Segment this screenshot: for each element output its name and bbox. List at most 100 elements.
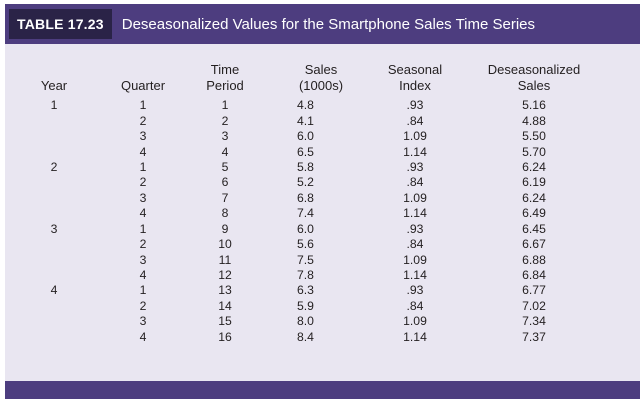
table-row: 2 2 4.1 .84 4.88 xyxy=(5,113,599,128)
cell-sales: 6.0 xyxy=(297,221,314,236)
cell-sales: 4.1 xyxy=(297,113,314,128)
cell-deseasonalized-sales: 5.50 xyxy=(522,129,546,144)
header-time-period: Time Period xyxy=(206,62,244,93)
cell-seasonal-index: 1.14 xyxy=(403,329,427,344)
header-sales: Sales (1000s) xyxy=(298,62,344,93)
cell-time-period: 1 xyxy=(221,98,229,113)
cell-seasonal-index: 1.09 xyxy=(403,190,427,205)
table-row: 2 10 5.6 .84 6.67 xyxy=(5,237,599,252)
cell-sales: 5.9 xyxy=(297,298,314,313)
table-row: 2 14 5.9 .84 7.02 xyxy=(5,299,599,314)
cell-sales: 5.2 xyxy=(297,175,314,190)
table-body-panel: Year Quarter Time Period Sales (1000s) Sea… xyxy=(5,44,640,381)
cell-sales: 6.5 xyxy=(297,144,314,159)
cell-quarter: 1 xyxy=(139,221,147,236)
cell-time-period: 9 xyxy=(221,221,229,236)
cell-time-period: 3 xyxy=(221,129,229,144)
cell-time-period: 16 xyxy=(218,329,232,344)
cell-quarter: 2 xyxy=(139,237,147,252)
cell-seasonal-index: 1.09 xyxy=(403,129,427,144)
cell-deseasonalized-sales: 6.24 xyxy=(522,159,546,174)
cell-time-period: 8 xyxy=(221,206,229,221)
cell-seasonal-index: .93 xyxy=(406,283,424,298)
cell-sales: 8.4 xyxy=(297,329,314,344)
cell-quarter: 3 xyxy=(139,314,147,329)
table-footer-bar xyxy=(5,381,640,399)
cell-seasonal-index: 1.09 xyxy=(403,314,427,329)
cell-quarter: 3 xyxy=(139,252,147,267)
cell-year xyxy=(5,299,103,314)
cell-seasonal-index: .93 xyxy=(406,159,424,174)
cell-quarter: 2 xyxy=(139,113,147,128)
cell-year xyxy=(5,191,103,206)
cell-deseasonalized-sales: 7.34 xyxy=(522,314,546,329)
cell-seasonal-index: .84 xyxy=(406,113,424,128)
cell-seasonal-index: .84 xyxy=(406,237,424,252)
header-year: Year xyxy=(40,78,68,93)
cell-year xyxy=(5,237,103,252)
cell-quarter: 1 xyxy=(139,159,147,174)
cell-year xyxy=(5,175,103,190)
cell-time-period: 7 xyxy=(221,190,229,205)
cell-year xyxy=(5,113,103,128)
cell-quarter: 4 xyxy=(139,206,147,221)
cell-seasonal-index: 1.14 xyxy=(403,144,427,159)
cell-seasonal-index: 1.14 xyxy=(403,206,427,221)
cell-seasonal-index: .84 xyxy=(406,175,424,190)
cell-seasonal-index: .84 xyxy=(406,298,424,313)
cell-year xyxy=(5,268,103,283)
cell-deseasonalized-sales: 6.49 xyxy=(522,206,546,221)
header-deseasonalized-sales: Deseasonalized Sales xyxy=(487,62,581,93)
cell-quarter: 4 xyxy=(139,329,147,344)
table-number-label: TABLE 17.23 xyxy=(9,9,112,39)
cell-time-period: 11 xyxy=(218,252,232,267)
cell-sales: 6.3 xyxy=(297,283,314,298)
cell-time-period: 4 xyxy=(221,144,229,159)
cell-time-period: 13 xyxy=(218,283,232,298)
table-row: 4 1 13 6.3 .93 6.77 xyxy=(5,283,599,298)
cell-quarter: 4 xyxy=(139,268,147,283)
table-caption: Deseasonalized Values for the Smartphone… xyxy=(121,15,536,33)
cell-time-period: 14 xyxy=(218,298,232,313)
cell-year: 1 xyxy=(50,98,58,113)
cell-time-period: 5 xyxy=(221,159,229,174)
cell-seasonal-index: 1.14 xyxy=(403,268,427,283)
cell-time-period: 6 xyxy=(221,175,229,190)
cell-quarter: 1 xyxy=(139,98,147,113)
cell-sales: 7.8 xyxy=(297,268,314,283)
table-row: 3 3 6.0 1.09 5.50 xyxy=(5,129,599,144)
cell-year: 3 xyxy=(50,221,58,236)
cell-deseasonalized-sales: 6.67 xyxy=(522,237,546,252)
cell-sales: 7.4 xyxy=(297,206,314,221)
cell-year xyxy=(5,330,103,345)
table-row: 3 15 8.0 1.09 7.34 xyxy=(5,314,599,329)
cell-quarter: 3 xyxy=(139,190,147,205)
cell-sales: 6.0 xyxy=(297,129,314,144)
cell-year xyxy=(5,206,103,221)
table-row: 1 1 1 4.8 .93 5.16 xyxy=(5,98,599,113)
cell-year xyxy=(5,129,103,144)
cell-deseasonalized-sales: 5.16 xyxy=(522,98,546,113)
cell-quarter: 3 xyxy=(139,129,147,144)
table-row: 3 11 7.5 1.09 6.88 xyxy=(5,252,599,267)
table-row: 4 16 8.4 1.14 7.37 xyxy=(5,330,599,345)
cell-sales: 7.5 xyxy=(297,252,314,267)
table-row: 3 7 6.8 1.09 6.24 xyxy=(5,191,599,206)
header-quarter: Quarter xyxy=(120,78,166,93)
cell-year: 4 xyxy=(50,283,58,298)
cell-time-period: 15 xyxy=(218,314,232,329)
cell-seasonal-index: .93 xyxy=(406,98,424,113)
table-row: 2 1 5 5.8 .93 6.24 xyxy=(5,160,599,175)
cell-seasonal-index: 1.09 xyxy=(403,252,427,267)
table-row: 4 12 7.8 1.14 6.84 xyxy=(5,268,599,283)
cell-seasonal-index: .93 xyxy=(406,221,424,236)
cell-year xyxy=(5,252,103,267)
cell-deseasonalized-sales: 4.88 xyxy=(522,113,546,128)
cell-sales: 4.8 xyxy=(297,98,314,113)
cell-sales: 5.8 xyxy=(297,159,314,174)
header-row: Year Quarter Time Period Sales (1000s) Sea… xyxy=(5,56,599,98)
cell-quarter: 1 xyxy=(139,283,147,298)
table-row: 3 1 9 6.0 .93 6.45 xyxy=(5,222,599,237)
cell-quarter: 4 xyxy=(139,144,147,159)
